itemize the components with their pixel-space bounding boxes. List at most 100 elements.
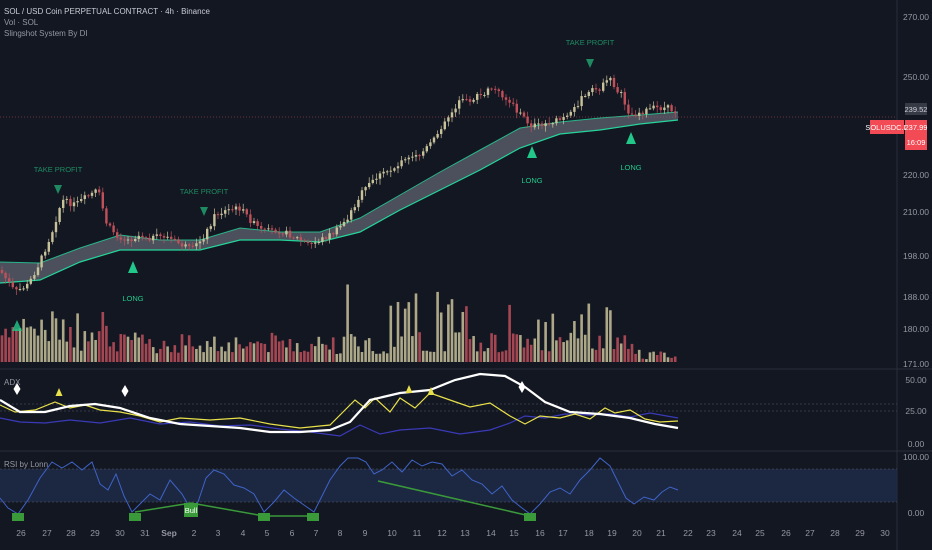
volume-bar [601,348,605,362]
candle-body [389,170,392,172]
volume-bar [378,353,382,362]
volume-bar [576,338,580,362]
candle-body [80,199,83,202]
volume-bar [663,352,666,362]
bull-div-tag[interactable] [258,513,270,521]
volume-bar [353,336,357,362]
candle-body [278,232,281,234]
volume-bar [591,348,594,362]
candle-body [94,189,97,193]
volume-bar [4,328,7,362]
price-tick-label: 220.00 [903,170,929,180]
price-tick-label: 270.00 [903,12,929,22]
time-tick-label: 9 [363,528,368,538]
long-marker[interactable] [128,261,138,273]
adx-diamond-marker[interactable] [13,383,21,395]
volume-bar [670,357,673,362]
candle-body [472,99,475,102]
volume-legend[interactable]: Vol · SOL [4,18,39,27]
volume-bar [547,351,551,362]
adx-triangle-marker[interactable] [427,387,435,395]
long-marker[interactable] [527,146,537,158]
adx-diamond-marker[interactable] [518,381,526,393]
candle-body [501,91,504,98]
candle-body [90,192,94,196]
candle-body [648,108,652,110]
volume-bar [357,346,360,362]
time-tick-label: 16 [535,528,545,538]
volume-bar [418,332,421,362]
volume-bar [209,346,213,362]
volume-bar [15,329,18,362]
candle-body [461,99,464,101]
volume-bar [673,356,677,362]
bull-div-tag[interactable] [307,513,319,521]
bull-div-tag[interactable] [129,513,141,521]
volume-bar [562,342,565,362]
long-marker[interactable] [626,132,636,144]
candle-body [605,80,608,83]
adx-triangle-marker[interactable] [55,388,63,396]
volume-bar [382,351,385,362]
volume-bar [637,349,641,362]
candle-body [616,87,619,93]
adx-diamond-marker[interactable] [121,385,129,397]
volume-bar [616,337,619,362]
symbol-title[interactable]: SOL / USD Coin PERPETUAL CONTRACT · 4h ·… [4,7,210,16]
signal-markers: TAKE PROFIT TAKE PROFIT TAKE PROFIT LONG LON… [12,38,642,331]
adx-legend[interactable]: ADX [4,378,21,387]
volume-bar [162,340,166,362]
take-profit-marker[interactable] [200,207,208,216]
volume-bar [83,331,87,362]
candle-body [634,114,637,116]
adx-triangle-marker[interactable] [405,385,413,393]
volume-bar [526,338,529,362]
take-profit-marker[interactable] [54,185,62,194]
long-marker[interactable] [12,320,22,331]
adx-lines [0,372,679,437]
volume-bar [339,353,342,362]
volume-bar [342,336,346,362]
rsi-legend[interactable]: RSI by Lonn [4,460,49,469]
volume-bar [97,331,101,362]
candle-body [18,288,22,290]
adx-line [0,372,679,434]
volume-bar [54,318,58,362]
volume-bar [0,335,4,362]
volume-bar [198,345,202,362]
long-label: LONG [122,294,143,303]
bull-div-tag[interactable] [184,503,198,517]
candle-body [494,88,497,90]
indicator-legend[interactable]: Slingshot System By DI [4,29,88,38]
candle-body [224,210,227,214]
time-tick-label: 12 [437,528,447,538]
volume-bar [659,351,663,362]
volume-bar [166,346,169,362]
volume-bars [0,284,677,362]
volume-bar [277,341,281,362]
candle-body [656,105,659,108]
volume-bar [457,332,461,362]
volume-bar [565,340,569,362]
candle-body [180,243,184,247]
time-tick-label: 26 [781,528,791,538]
bull-div-tag[interactable] [524,513,536,521]
time-tick-label: 29 [855,528,865,538]
volume-bar [133,332,137,362]
volume-bar [151,347,155,362]
candle-body [198,241,202,244]
candle-body [101,192,104,209]
candle-body [598,89,601,91]
candle-body [666,105,670,108]
bull-div-tag[interactable] [12,513,24,521]
volume-bar [331,337,335,362]
candle-body [40,255,43,268]
candle-body [177,239,180,244]
take-profit-marker[interactable] [586,59,594,68]
volume-bar [295,343,299,362]
volume-bar [267,352,270,362]
candle-body [267,228,270,230]
candle-body [69,198,72,207]
candle-body [533,123,536,128]
